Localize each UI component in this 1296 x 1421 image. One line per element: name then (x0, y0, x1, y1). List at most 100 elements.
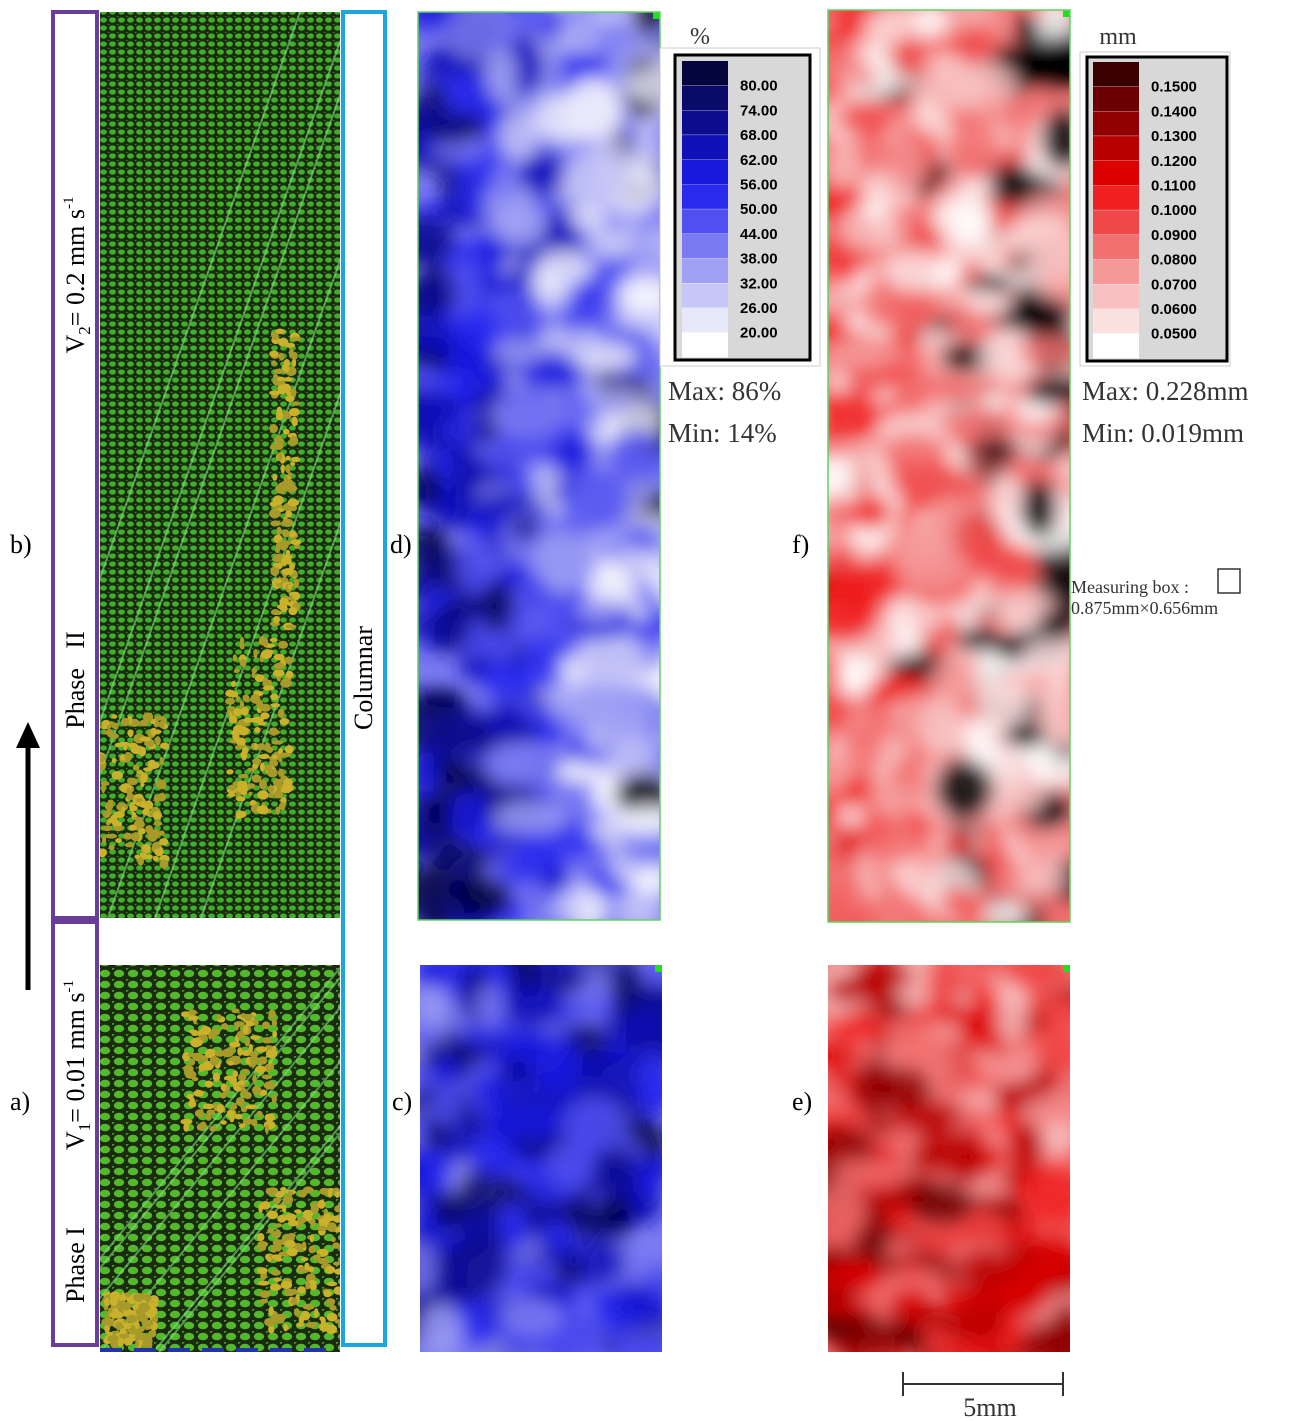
dendrite (142, 808, 150, 816)
dendrite (233, 707, 242, 717)
dendrite (241, 1049, 252, 1056)
dendrite (313, 1254, 318, 1261)
contour-map (418, 12, 660, 920)
dendrite (261, 1037, 273, 1044)
dendrite (243, 1091, 252, 1100)
map-blob (828, 753, 849, 799)
dendrite (280, 604, 288, 613)
map-blob (883, 250, 950, 293)
columnar-frame (341, 10, 387, 1347)
legend-label: 68.00 (740, 127, 778, 144)
legend-swatch (682, 110, 728, 136)
map-blob (836, 654, 877, 694)
dendrite (326, 1281, 338, 1287)
map-blob (988, 588, 1056, 620)
dendrite (242, 1118, 253, 1126)
map-blob (420, 1303, 463, 1352)
dendrite (234, 1113, 243, 1120)
dendrite (132, 764, 140, 771)
map-blob (834, 804, 868, 827)
dendrite (264, 1113, 276, 1122)
legend-swatch (1093, 160, 1139, 186)
dendrite (252, 716, 264, 724)
dendrite (316, 1225, 328, 1232)
dendrite (305, 1321, 318, 1328)
map-blob (501, 1026, 546, 1070)
dendrite (239, 700, 245, 709)
map-blob (483, 48, 518, 99)
dendrite (188, 1100, 197, 1108)
dendrite (100, 753, 105, 763)
legend-swatch (682, 258, 728, 284)
map-blob (828, 585, 880, 643)
dendrite (120, 1301, 132, 1311)
dendrite (236, 1030, 246, 1039)
dendrite (219, 1092, 227, 1099)
map-blob (482, 238, 511, 268)
dendrite (292, 592, 301, 601)
map-blob (564, 1201, 606, 1237)
dendrite (301, 1241, 307, 1249)
dendrite (272, 562, 284, 568)
dendrite (220, 1120, 227, 1125)
map-blob (533, 531, 597, 592)
dendrite (333, 1286, 340, 1295)
map-blob (446, 792, 493, 843)
map-blob (1041, 1122, 1070, 1151)
dendrite (102, 825, 113, 832)
dendrite (288, 408, 300, 417)
dendrite (277, 376, 285, 382)
dendrite (302, 1186, 314, 1194)
map-blob (828, 1013, 897, 1041)
dendrite (287, 584, 292, 590)
dendrite (272, 1030, 278, 1038)
dendrite (226, 1110, 235, 1119)
dendrite (151, 842, 162, 850)
dendrite (189, 1059, 196, 1066)
dendrite (233, 724, 244, 734)
map-blob (565, 201, 608, 232)
dendrite (287, 472, 293, 478)
map-blob (925, 965, 960, 1015)
map-blob (1029, 753, 1070, 787)
dendrite (256, 1110, 263, 1118)
dendrite (291, 416, 298, 427)
map-blob (531, 266, 560, 302)
map-blob (593, 19, 635, 56)
dendrite (271, 754, 278, 760)
dendrite (238, 1123, 246, 1128)
map-blob (944, 318, 997, 339)
dendrite (187, 1015, 199, 1021)
max-label: Max: 0.228mm (1082, 376, 1249, 406)
map-blob (1030, 298, 1070, 335)
dendrite (140, 782, 145, 788)
dendrite (290, 1297, 298, 1306)
panel-label: e) (792, 1087, 812, 1116)
dendrite (225, 697, 236, 705)
dendrite (277, 451, 283, 461)
grain-line (158, 1131, 340, 1352)
dendrite (269, 501, 278, 507)
map-blob (1041, 108, 1070, 170)
dendrite (119, 1333, 126, 1338)
dendrite (273, 368, 285, 375)
map-blob (882, 1268, 946, 1291)
map-blob (630, 864, 660, 894)
map-blob (423, 605, 471, 653)
dendrite (256, 1267, 268, 1274)
map-blob (418, 462, 438, 510)
dendrite (209, 1055, 220, 1066)
dendrite (324, 1215, 337, 1222)
dendrite (262, 677, 269, 687)
dendrite (290, 336, 302, 342)
map-blob (432, 1057, 462, 1084)
dendrite (245, 1014, 253, 1022)
dendrite (262, 1021, 271, 1030)
map-blob (420, 1240, 436, 1297)
dendrite (155, 736, 161, 746)
dendrite (155, 779, 167, 790)
dendrite (128, 824, 137, 831)
dendrite (249, 1054, 259, 1065)
dendrite (252, 1085, 262, 1095)
dendrite (121, 717, 130, 727)
